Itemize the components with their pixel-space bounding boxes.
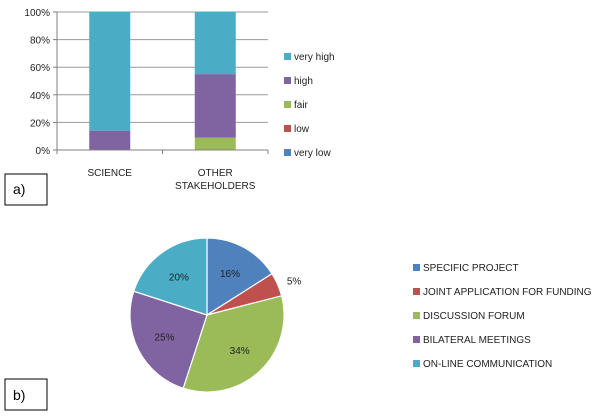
legend-swatch xyxy=(413,288,420,295)
y-tick-labels: 0% 20% 40% 60% 80% 100% xyxy=(24,8,50,157)
legend-swatch xyxy=(284,101,291,108)
pie-data-label: 20% xyxy=(169,272,189,283)
legend-swatch xyxy=(413,264,420,271)
pie-slice-discussion-forum xyxy=(182,295,285,393)
grid-lines xyxy=(57,11,268,123)
x-tick-labels: SCIENCE OTHER STAKEHOLDERS xyxy=(88,168,256,192)
y-tick-label: 100% xyxy=(24,8,50,19)
y-tick-label: 60% xyxy=(30,63,50,74)
panel-a-label-box xyxy=(4,173,48,206)
panel-a-label: a) xyxy=(13,181,25,197)
pie-data-label: 34% xyxy=(230,346,250,357)
bar-legend: very high high fair low very low xyxy=(284,52,335,159)
legend-swatch xyxy=(284,53,291,60)
legend-label: DISCUSSION FORUM xyxy=(423,311,525,322)
legend-label: ON-LINE COMMUNICATION xyxy=(423,359,552,370)
bar-series xyxy=(89,12,236,150)
bar-segment-fair xyxy=(194,137,236,150)
y-tick-label: 40% xyxy=(30,91,50,102)
pie-slice-on-line-communication xyxy=(133,237,208,316)
pie-slice-specific-project xyxy=(206,237,273,317)
legend-label: low xyxy=(294,124,310,135)
y-tick-label: 80% xyxy=(30,36,50,47)
legend-label: JOINT APPLICATION FOR FUNDING xyxy=(423,287,592,298)
legend-swatch xyxy=(284,125,291,132)
legend-label: high xyxy=(294,76,313,87)
legend-swatch xyxy=(413,360,420,367)
x-tick-label: OTHER xyxy=(198,168,233,179)
pie-legend: SPECIFIC PROJECT JOINT APPLICATION FOR FU… xyxy=(413,263,592,370)
legend-swatch xyxy=(284,149,291,156)
pie-data-label: 16% xyxy=(220,269,240,280)
pie-data-label: 5% xyxy=(287,276,302,287)
bar-chart-panel: 0% 20% 40% 60% 80% 100% SCIENCE OTHER STAKEHOLD… xyxy=(24,8,334,192)
panel-b-label: b) xyxy=(13,387,25,403)
pie-slices xyxy=(129,237,285,393)
pie-data-labels: 16% 5% 34% 25% 20% xyxy=(154,269,301,357)
bar-segment-very-high xyxy=(89,12,131,131)
panel-b-label-box xyxy=(4,378,48,411)
legend-label: SPECIFIC PROJECT xyxy=(423,263,519,274)
axes xyxy=(53,11,269,154)
bar-segment-very-high xyxy=(194,12,236,75)
legend-label: fair xyxy=(294,100,309,111)
legend-label: very high xyxy=(294,52,335,63)
bar-segment-high xyxy=(89,130,131,150)
legend-swatch xyxy=(284,77,291,84)
legend-swatch xyxy=(413,312,420,319)
legend-label: very low xyxy=(294,148,331,159)
bar-segment-high xyxy=(194,74,236,138)
legend-swatch xyxy=(413,336,420,343)
pie-slice-bilateral-meetings xyxy=(129,290,208,389)
x-tick-label: SCIENCE xyxy=(88,168,133,179)
legend-label: BILATERAL MEETINGS xyxy=(423,335,531,346)
y-tick-label: 0% xyxy=(36,146,51,157)
pie-data-label: 25% xyxy=(154,333,174,344)
y-tick-label: 20% xyxy=(30,118,50,129)
pie-chart-panel: 16% 5% 34% 25% 20% SPECIFIC PROJECT JOINT APP… xyxy=(129,237,592,393)
x-tick-label: STAKEHOLDERS xyxy=(175,181,256,192)
